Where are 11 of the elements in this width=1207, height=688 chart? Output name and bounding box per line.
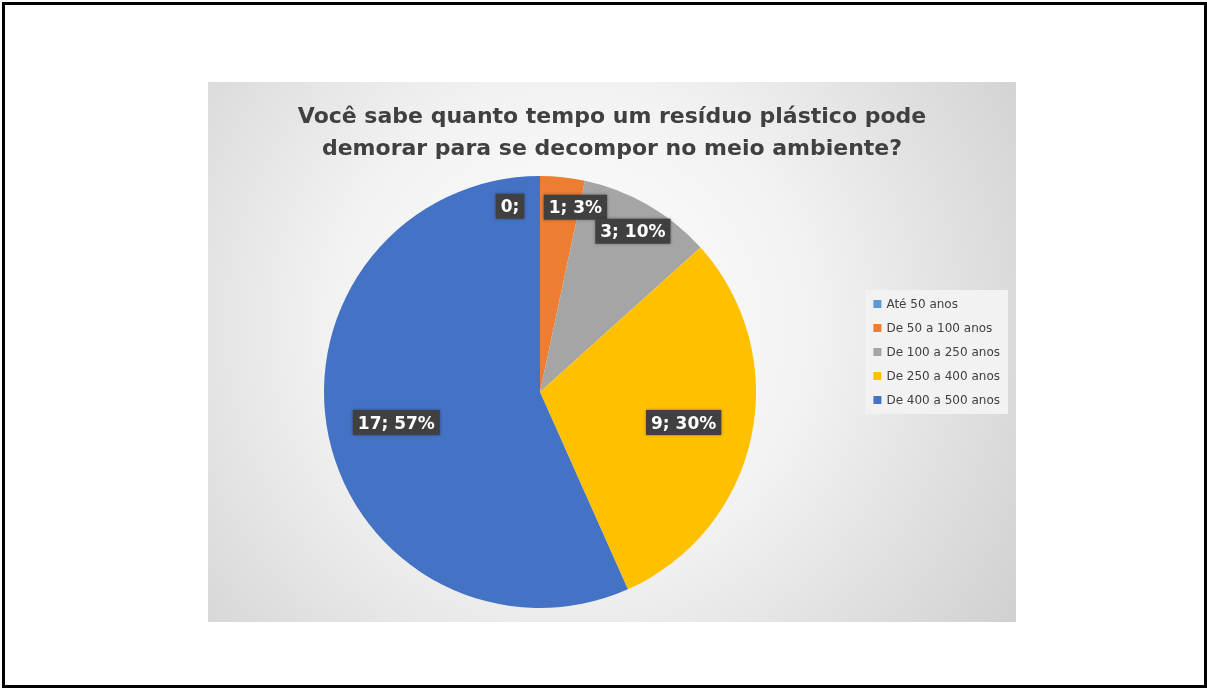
data-label: 9; 30% <box>651 412 717 433</box>
chart-title: Você sabe quanto tempo um resíduo plástico pode demorar para se decompor no meio ambiente? <box>297 102 927 160</box>
data-label: 1; 3% <box>548 197 603 218</box>
text: 0; <box>500 196 520 217</box>
legend-label: De 100 a 250 anos <box>886 345 1001 359</box>
data-label: 17; 57% <box>357 412 435 433</box>
legend-label: De 400 a 500 anos <box>886 393 1001 407</box>
data-label: 3; 10% <box>600 221 666 242</box>
legend-label: De 250 a 400 anos <box>886 369 1001 383</box>
legend-label: De 50 a 100 anos <box>886 321 993 335</box>
legend-label: Até 50 anos <box>886 297 958 311</box>
